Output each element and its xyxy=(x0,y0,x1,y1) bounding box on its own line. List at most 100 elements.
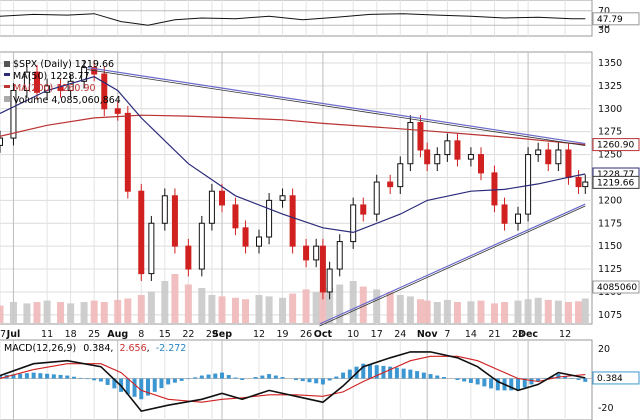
time-tick-label: 15 xyxy=(159,329,171,340)
candle-body xyxy=(67,80,74,91)
macd-histogram-bar xyxy=(125,378,130,395)
candle-body xyxy=(124,112,131,192)
volume-bar xyxy=(9,302,17,323)
candle-body xyxy=(555,149,562,165)
candle-body xyxy=(171,195,178,247)
candle-body xyxy=(545,149,552,165)
candle-body xyxy=(101,73,108,110)
macd-histogram-bar xyxy=(334,376,339,379)
volume-bar xyxy=(514,300,522,323)
candle-body xyxy=(266,199,273,238)
macd-badge: 0.384 xyxy=(597,374,623,384)
rsi-badge-box xyxy=(592,12,640,26)
candle-body xyxy=(148,222,155,275)
ma50-line xyxy=(0,76,586,234)
trendline xyxy=(87,66,586,145)
candle-body xyxy=(444,140,451,156)
candle-body xyxy=(515,213,521,224)
macd-histogram-value: -2.272 xyxy=(156,343,187,354)
time-tick-label: 11 xyxy=(41,329,53,340)
volume-bar xyxy=(43,300,51,323)
candle-body xyxy=(424,149,431,165)
volume-bar xyxy=(242,299,250,323)
volume-bar xyxy=(554,300,562,323)
rsi-tick-label: 70 xyxy=(598,6,610,17)
macd-histogram-bar xyxy=(199,375,204,379)
macd-histogram-bar xyxy=(152,378,157,392)
macd-histogram-bar xyxy=(509,378,514,391)
macd-histogram-bar xyxy=(347,369,352,379)
macd-histogram-bar xyxy=(300,378,305,382)
macd-histogram-bar xyxy=(374,365,379,379)
time-tick-label: 18 xyxy=(65,329,77,340)
macd-histogram-bar xyxy=(341,372,346,379)
macd-histogram-bar xyxy=(58,374,63,379)
candle-body xyxy=(397,163,404,188)
volume-bar xyxy=(575,301,583,323)
macd-histogram-bar xyxy=(45,373,50,379)
time-tick-label: 27 xyxy=(0,329,6,340)
macd-histogram-bar xyxy=(65,375,70,379)
time-tick-label: 7 xyxy=(444,329,450,340)
symbol-swatch xyxy=(4,61,10,67)
macd-histogram-bar xyxy=(186,378,191,380)
volume-bar xyxy=(524,299,532,323)
candle-body xyxy=(565,149,572,178)
volume-bar xyxy=(349,281,357,323)
candle-body xyxy=(313,245,320,261)
macd-histogram-bar xyxy=(233,377,238,379)
volume-bar xyxy=(198,288,206,323)
candle-body xyxy=(219,190,225,206)
time-tick-label: 28 xyxy=(512,329,524,340)
time-tick-label: Sep xyxy=(212,329,232,340)
volume-bar xyxy=(443,299,451,323)
volume-bar xyxy=(386,292,394,323)
macd-histogram-bar xyxy=(112,378,117,389)
macd-histogram-bar xyxy=(475,378,480,385)
candle-body xyxy=(336,241,343,270)
macd-histogram-bar xyxy=(294,378,298,380)
macd-histogram-bar xyxy=(280,377,285,379)
macd-badge-box xyxy=(592,371,640,385)
rsi-panel xyxy=(0,0,593,37)
volume-bar xyxy=(255,295,263,323)
macd-histogram-bar xyxy=(31,372,36,379)
macd-histogram-bar xyxy=(105,378,110,385)
candle-body xyxy=(10,89,17,139)
volume-bar xyxy=(208,295,216,323)
volume-bar xyxy=(231,297,239,323)
macd-histogram-bar xyxy=(556,374,561,379)
macd-histogram-bar xyxy=(415,371,420,379)
volume-bar xyxy=(57,302,65,323)
macd-histogram-bar xyxy=(468,378,473,383)
volume-bar xyxy=(265,296,273,323)
macd-histogram-bar xyxy=(495,378,500,391)
candle-body xyxy=(373,181,380,215)
macd-histogram-bar xyxy=(18,373,23,379)
macd-histogram-bar xyxy=(139,378,144,400)
volume-bar xyxy=(453,302,461,323)
macd-histogram-bar xyxy=(462,378,467,382)
macd-histogram-bar xyxy=(92,378,97,381)
volume-bar xyxy=(326,288,334,323)
volume-bar xyxy=(279,297,287,323)
candle-body xyxy=(501,204,508,224)
legend-ma50: MA(50) 1228.77 xyxy=(13,71,90,82)
macd-value: 0.384 xyxy=(83,343,110,354)
volume-bar xyxy=(319,290,327,323)
candle-body xyxy=(360,204,367,215)
volume-swatch xyxy=(4,96,10,102)
macd-histogram-bar xyxy=(455,378,460,380)
svg-text:MACD(12,26,9) 0.384,: MACD(12,26,9) 0.384, 2.656, -2.272 xyxy=(4,343,186,354)
time-tick-label: 17 xyxy=(371,329,383,340)
volume-bar xyxy=(373,289,381,323)
candle-body xyxy=(44,85,51,93)
macd-histogram-bar xyxy=(98,378,103,382)
time-tick-label: 12 xyxy=(253,329,265,340)
candle-body xyxy=(242,227,249,247)
candle-body xyxy=(114,108,121,114)
candle-body xyxy=(575,176,582,188)
candles xyxy=(0,60,589,300)
